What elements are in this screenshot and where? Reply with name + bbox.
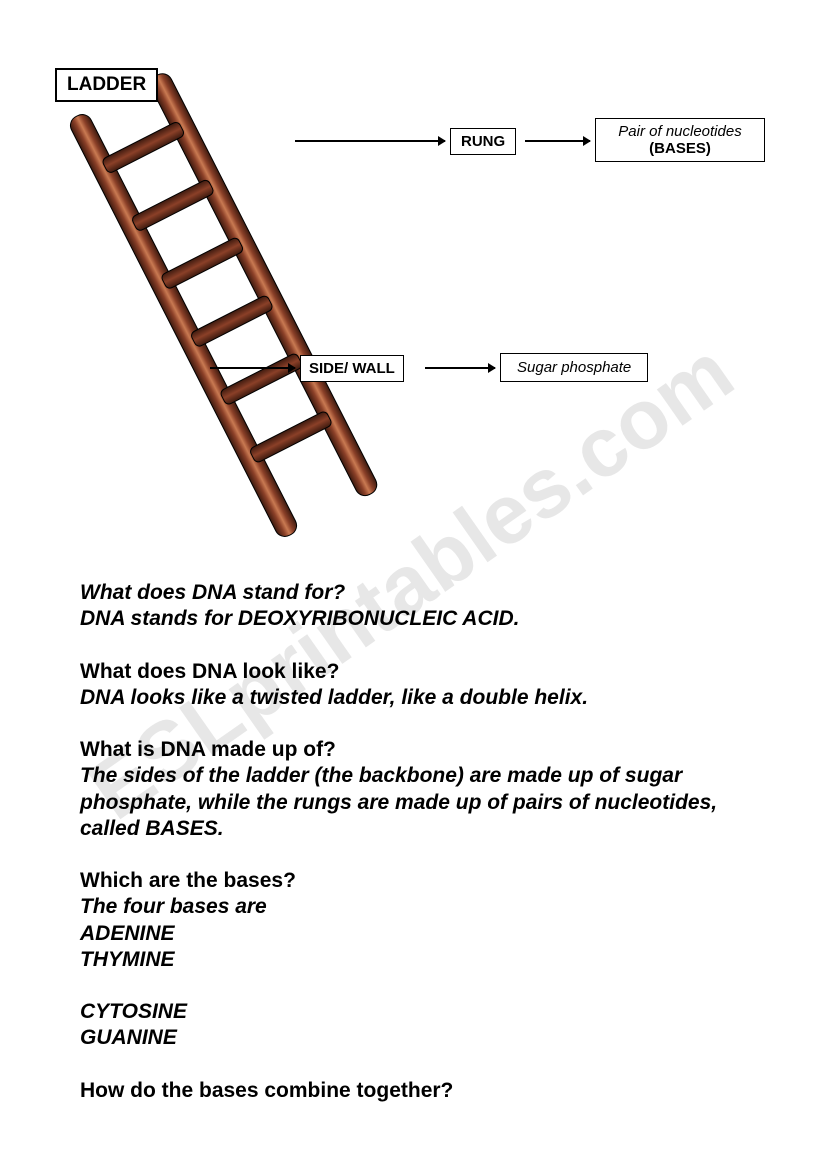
bases-line1: Pair of nucleotides: [618, 123, 741, 140]
ladder-label-box: LADDER: [55, 68, 158, 102]
a4-intro: The four bases are: [80, 895, 267, 918]
a3: The sides of the ladder (the backbone) a…: [80, 764, 717, 840]
q5: How do the bases combine together?: [80, 1079, 453, 1102]
diagram-area: LADDER RUNG Pair of nucleotides (BASES) …: [55, 60, 775, 560]
arrow-to-side: [210, 367, 295, 369]
qa-block-4a: Which are the bases? The four bases are …: [80, 868, 741, 973]
page: ESLprintables.com: [0, 0, 821, 1161]
sugar-label-box: Sugar phosphate: [500, 353, 648, 382]
qa-block-5: How do the bases combine together?: [80, 1078, 741, 1104]
qa-block-3: What is DNA made up of? The sides of the…: [80, 737, 741, 842]
a1: DNA stands for DEOXYRIBONUCLEIC ACID.: [80, 607, 519, 630]
bases-label-box: Pair of nucleotides (BASES): [595, 118, 765, 162]
qa-block-2: What does DNA look like? DNA looks like …: [80, 659, 741, 712]
qa-block-1: What does DNA stand for? DNA stands for …: [80, 580, 741, 633]
bases-line2: (BASES): [649, 140, 711, 157]
arrow-to-rung: [295, 140, 445, 142]
q3: What is DNA made up of?: [80, 738, 336, 761]
ladder-illustration: [55, 60, 405, 560]
arrow-to-bases: [525, 140, 590, 142]
sugar-label: Sugar phosphate: [517, 359, 631, 376]
q4: Which are the bases?: [80, 869, 296, 892]
base1: ADENINE: [80, 922, 175, 945]
arrow-to-sugar: [425, 367, 495, 369]
q2: What does DNA look like?: [80, 660, 339, 683]
rung-label-box: RUNG: [450, 128, 516, 155]
q1: What does DNA stand for?: [80, 581, 345, 604]
side-label-box: SIDE/ WALL: [300, 355, 404, 382]
base2: THYMINE: [80, 948, 175, 971]
base4: GUANINE: [80, 1026, 177, 1049]
side-label: SIDE/ WALL: [309, 360, 395, 377]
rung-label: RUNG: [461, 133, 505, 150]
a2: DNA looks like a twisted ladder, like a …: [80, 686, 588, 709]
content-area: What does DNA stand for? DNA stands for …: [80, 580, 741, 1130]
base3: CYTOSINE: [80, 1000, 187, 1023]
ladder-label: LADDER: [67, 74, 146, 95]
qa-block-4b: CYTOSINE GUANINE: [80, 999, 741, 1052]
